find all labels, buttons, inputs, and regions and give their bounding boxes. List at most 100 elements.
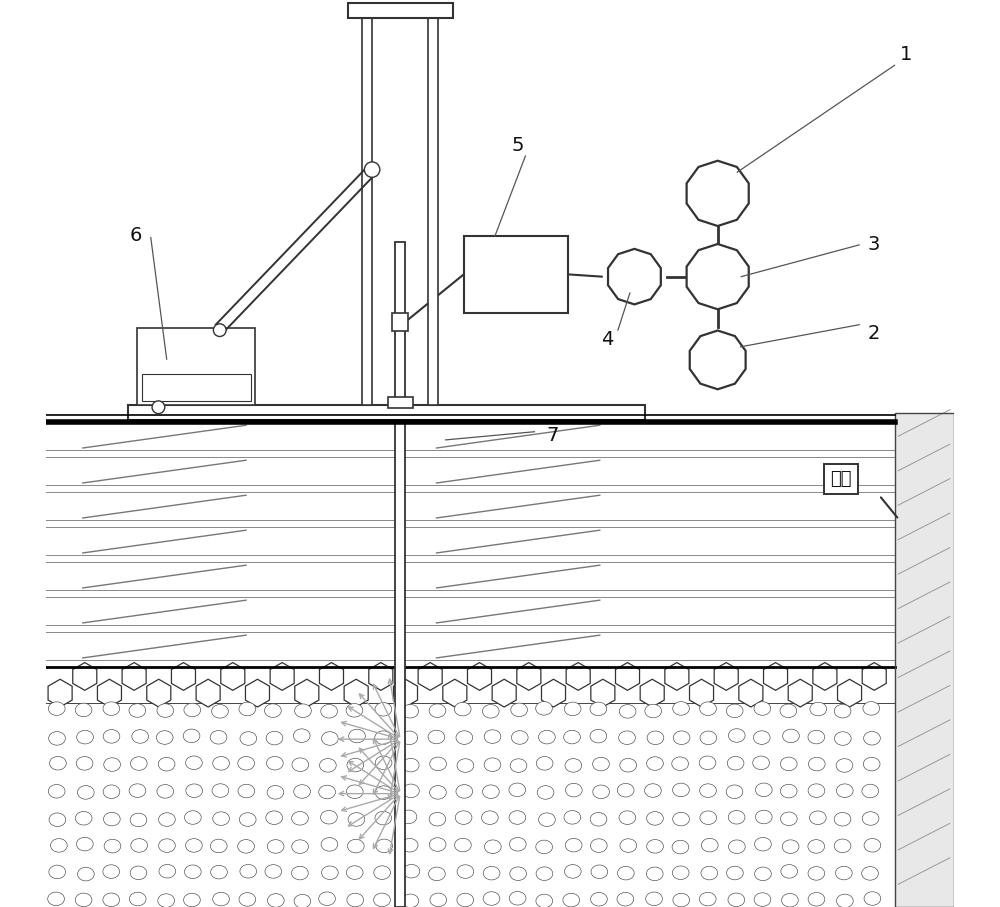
Ellipse shape: [700, 702, 716, 716]
Ellipse shape: [130, 866, 147, 880]
Ellipse shape: [699, 756, 716, 770]
Ellipse shape: [104, 839, 121, 853]
Ellipse shape: [647, 812, 663, 825]
Circle shape: [364, 161, 380, 178]
Polygon shape: [270, 662, 294, 690]
Ellipse shape: [267, 785, 284, 799]
Ellipse shape: [376, 839, 392, 853]
Ellipse shape: [430, 785, 446, 799]
Ellipse shape: [347, 839, 364, 853]
Polygon shape: [443, 679, 467, 707]
Ellipse shape: [563, 893, 580, 907]
Ellipse shape: [565, 784, 582, 797]
Ellipse shape: [536, 894, 553, 907]
Ellipse shape: [780, 757, 797, 771]
Ellipse shape: [755, 837, 771, 851]
Ellipse shape: [619, 705, 636, 718]
Ellipse shape: [727, 866, 743, 880]
Polygon shape: [608, 249, 661, 305]
Ellipse shape: [49, 865, 66, 879]
Ellipse shape: [48, 892, 64, 906]
Ellipse shape: [429, 867, 445, 881]
Ellipse shape: [400, 810, 417, 824]
Polygon shape: [591, 679, 615, 707]
Ellipse shape: [647, 840, 663, 853]
Ellipse shape: [862, 866, 878, 880]
Ellipse shape: [591, 865, 608, 879]
Ellipse shape: [75, 703, 92, 717]
Ellipse shape: [401, 838, 418, 852]
Ellipse shape: [321, 837, 338, 851]
Ellipse shape: [129, 892, 146, 906]
Ellipse shape: [210, 730, 227, 744]
Ellipse shape: [863, 702, 880, 715]
Polygon shape: [171, 662, 195, 690]
Polygon shape: [97, 679, 121, 707]
Ellipse shape: [483, 866, 500, 880]
Ellipse shape: [238, 840, 254, 853]
Ellipse shape: [539, 813, 555, 826]
Ellipse shape: [103, 893, 120, 907]
Bar: [137, 328, 255, 405]
Ellipse shape: [159, 839, 175, 853]
Polygon shape: [73, 662, 97, 690]
Polygon shape: [467, 662, 492, 690]
Ellipse shape: [239, 702, 256, 716]
Ellipse shape: [836, 866, 852, 880]
Ellipse shape: [536, 702, 552, 715]
Ellipse shape: [158, 893, 174, 907]
Ellipse shape: [862, 785, 879, 798]
Ellipse shape: [509, 892, 526, 905]
Ellipse shape: [159, 864, 176, 878]
Ellipse shape: [782, 840, 799, 853]
Ellipse shape: [837, 894, 853, 907]
Ellipse shape: [808, 784, 825, 797]
Ellipse shape: [348, 813, 365, 826]
Ellipse shape: [699, 892, 716, 906]
Ellipse shape: [430, 893, 447, 907]
Ellipse shape: [864, 838, 881, 852]
Ellipse shape: [617, 892, 634, 906]
Ellipse shape: [130, 814, 147, 826]
Ellipse shape: [673, 702, 689, 716]
Ellipse shape: [673, 893, 690, 907]
Bar: [464, 236, 568, 313]
Ellipse shape: [728, 811, 745, 824]
Ellipse shape: [402, 894, 419, 907]
Ellipse shape: [184, 703, 201, 717]
Bar: [362, 18, 372, 405]
Ellipse shape: [75, 812, 92, 825]
Ellipse shape: [319, 785, 335, 799]
Ellipse shape: [184, 865, 201, 879]
Ellipse shape: [864, 731, 880, 745]
Ellipse shape: [401, 731, 418, 745]
Ellipse shape: [617, 784, 634, 797]
Ellipse shape: [78, 867, 94, 881]
Ellipse shape: [104, 813, 120, 826]
Ellipse shape: [565, 758, 582, 772]
Ellipse shape: [293, 729, 310, 743]
Polygon shape: [687, 244, 749, 309]
Ellipse shape: [319, 892, 335, 905]
Ellipse shape: [701, 838, 718, 852]
Ellipse shape: [780, 785, 797, 798]
Ellipse shape: [455, 811, 472, 824]
Ellipse shape: [347, 893, 364, 907]
Ellipse shape: [292, 812, 308, 825]
Ellipse shape: [347, 758, 364, 772]
Ellipse shape: [456, 731, 473, 745]
Ellipse shape: [103, 702, 120, 716]
Ellipse shape: [564, 702, 581, 716]
Text: 1: 1: [900, 45, 913, 63]
Ellipse shape: [186, 784, 203, 797]
Ellipse shape: [265, 864, 282, 878]
Ellipse shape: [103, 864, 120, 878]
Ellipse shape: [754, 702, 771, 716]
Ellipse shape: [76, 756, 93, 770]
Polygon shape: [295, 679, 319, 707]
Ellipse shape: [673, 731, 690, 745]
Ellipse shape: [238, 785, 255, 798]
Ellipse shape: [510, 759, 527, 773]
Ellipse shape: [265, 704, 281, 717]
Ellipse shape: [454, 702, 471, 716]
